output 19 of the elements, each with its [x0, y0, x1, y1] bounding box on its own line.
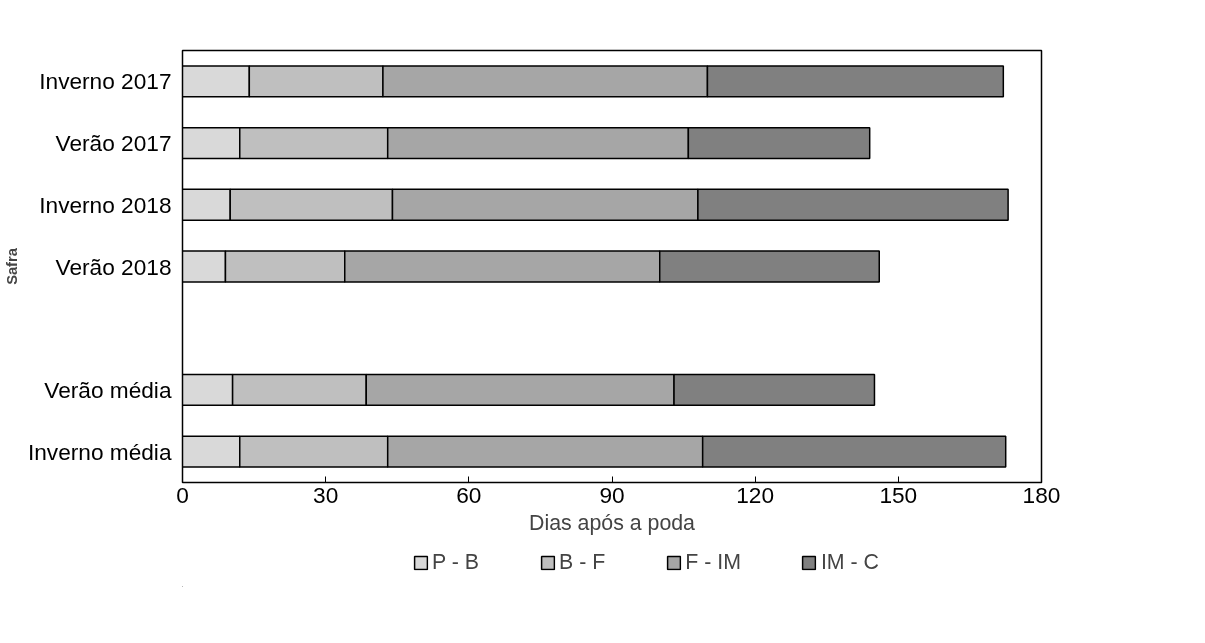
- y-tick-label: Verão média: [44, 376, 172, 403]
- x-tick-label: 60: [456, 481, 482, 508]
- x-tick-label: 0: [176, 481, 189, 508]
- x-tick-label: 30: [313, 481, 339, 508]
- y-tick-label: Inverno 2018: [39, 191, 172, 218]
- legend-label: IM - C: [820, 549, 879, 575]
- y-axis-title: Safra: [3, 247, 20, 285]
- legend-label: P - B: [432, 549, 480, 575]
- y-tick-label: Verão 2018: [55, 253, 172, 280]
- legend-label: B - F: [559, 549, 606, 575]
- x-tick-label: 180: [1022, 481, 1061, 508]
- y-tick-label: Verão 2017: [55, 130, 172, 157]
- x-tick-label: 120: [736, 481, 775, 508]
- x-axis-title: Dias após a poda: [529, 510, 696, 535]
- y-tick-label: Inverno 2017: [39, 68, 172, 95]
- x-tick-label: 90: [599, 481, 625, 508]
- legend-label: F - IM: [685, 549, 741, 575]
- x-tick-label: 150: [879, 481, 918, 508]
- y-tick-label: Inverno média: [27, 438, 172, 465]
